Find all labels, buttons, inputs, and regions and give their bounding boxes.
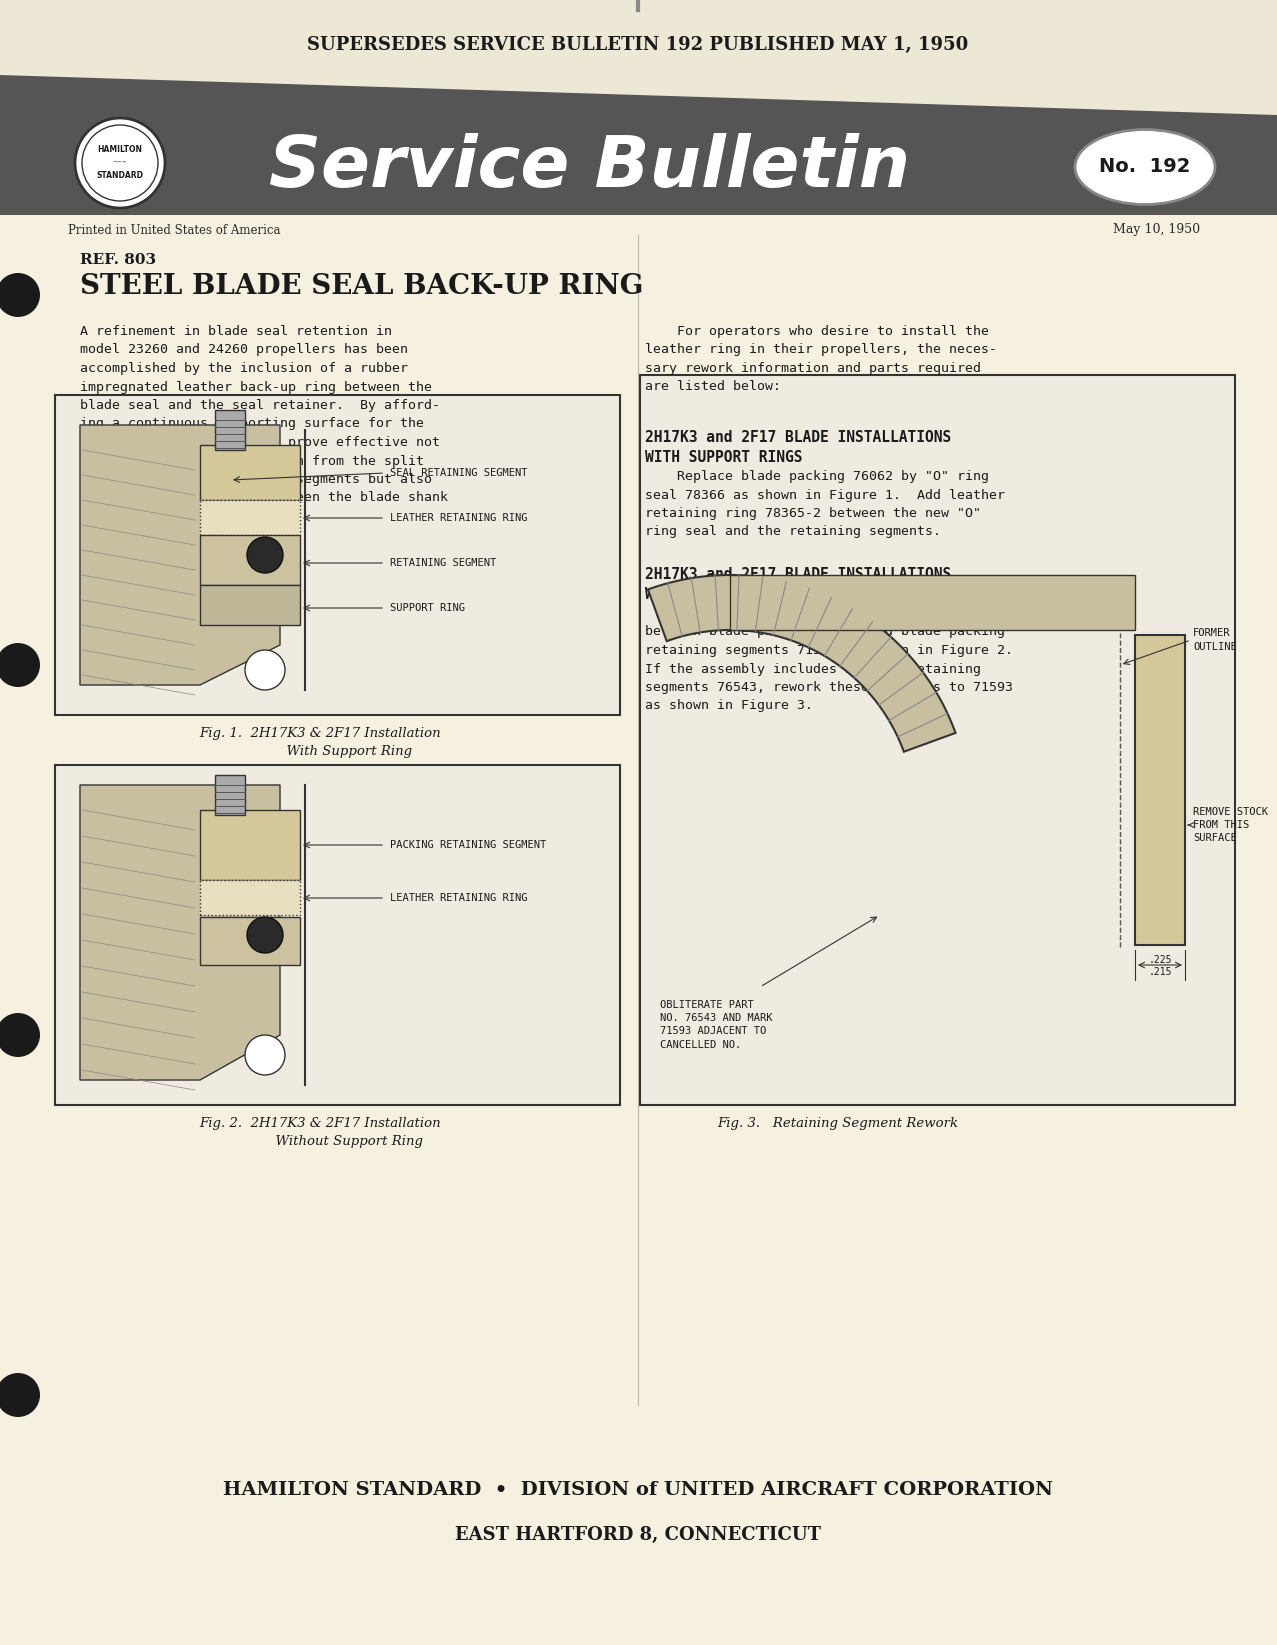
Polygon shape [80,785,280,1081]
Text: A refinement in blade seal retention in
model 23260 and 24260 propellers has bee: A refinement in blade seal retention in … [80,326,448,523]
Text: SUPPORT RING: SUPPORT RING [389,604,465,614]
Bar [55,765,621,1105]
Text: For operators who desire to install the
leather ring in their propellers, the ne: For operators who desire to install the … [645,326,997,393]
Text: PACKING RETAINING SEGMENT: PACKING RETAINING SEGMENT [389,841,547,850]
Text: OBLITERATE PART
NO. 76543 AND MARK
71593 ADJACENT TO
CANCELLED NO.: OBLITERATE PART NO. 76543 AND MARK 71593… [660,1000,773,1050]
Bar [200,500,300,535]
Circle shape [82,125,158,201]
Bar [1135,635,1185,944]
Text: Add the leather retaining ring 78365-1
between blade packing 75370 and blade pac: Add the leather retaining ring 78365-1 b… [645,607,1013,712]
Text: Fig. 3.   Retaining Segment Rework: Fig. 3. Retaining Segment Rework [718,1117,959,1130]
Circle shape [0,273,40,317]
Text: 2H17K3 and 2F17 BLADE INSTALLATIONS
WITHOUT SUPPORT RINGS: 2H17K3 and 2F17 BLADE INSTALLATIONS WITH… [645,568,951,602]
Circle shape [245,650,285,689]
Text: .225
.215: .225 .215 [1148,956,1172,977]
Text: Printed in United States of America: Printed in United States of America [68,224,281,237]
Polygon shape [80,424,280,684]
Text: No.  192: No. 192 [1099,158,1190,176]
Polygon shape [647,576,955,752]
Text: LEATHER RETAINING RING: LEATHER RETAINING RING [389,893,527,903]
Polygon shape [0,76,1277,215]
Circle shape [246,916,283,952]
Text: May 10, 1950: May 10, 1950 [1112,224,1200,237]
Bar [640,375,1235,1105]
Text: Replace blade packing 76062 by "O" ring
seal 78366 as shown in Figure 1.  Add le: Replace blade packing 76062 by "O" ring … [645,470,1005,538]
Text: 2H17K3 and 2F17 BLADE INSTALLATIONS
WITH SUPPORT RINGS: 2H17K3 and 2F17 BLADE INSTALLATIONS WITH… [645,429,951,466]
Bar [215,775,245,814]
Text: Service Bulletin: Service Bulletin [269,133,911,201]
Text: STANDARD: STANDARD [97,171,143,181]
Bar [200,535,300,586]
Circle shape [0,1374,40,1416]
Text: LEATHER RETAINING RING: LEATHER RETAINING RING [389,513,527,523]
Ellipse shape [1075,130,1214,204]
Bar [200,880,300,915]
Text: SUPERSEDES SERVICE BULLETIN 192 PUBLISHED MAY 1, 1950: SUPERSEDES SERVICE BULLETIN 192 PUBLISHE… [308,36,969,54]
Text: ---: --- [112,156,128,169]
Text: HAMILTON STANDARD  •  DIVISION of UNITED AIRCRAFT CORPORATION: HAMILTON STANDARD • DIVISION of UNITED A… [223,1480,1054,1499]
Text: RETAINING SEGMENT: RETAINING SEGMENT [389,558,497,568]
Circle shape [245,1035,285,1074]
Text: Fig. 2.  2H17K3 & 2F17 Installation
              Without Support Ring: Fig. 2. 2H17K3 & 2F17 Installation Witho… [199,1117,441,1148]
Text: SEAL RETAINING SEGMENT: SEAL RETAINING SEGMENT [389,467,527,479]
Bar [55,395,621,716]
Text: REF. 803: REF. 803 [80,253,156,266]
Circle shape [246,536,283,572]
Text: FORMER
OUTLINE: FORMER OUTLINE [1193,628,1236,651]
Bar [215,410,245,451]
Circle shape [0,643,40,688]
Bar [200,916,300,966]
Text: HAMILTON: HAMILTON [97,145,143,155]
Text: EAST HARTFORD 8, CONNECTICUT: EAST HARTFORD 8, CONNECTICUT [455,1527,821,1545]
Text: REMOVE STOCK
FROM THIS
SURFACE: REMOVE STOCK FROM THIS SURFACE [1193,806,1268,844]
Circle shape [0,1013,40,1058]
Polygon shape [730,576,1135,630]
Polygon shape [0,0,1277,115]
Text: STEEL BLADE SEAL BACK-UP RING: STEEL BLADE SEAL BACK-UP RING [80,273,644,301]
Bar [200,446,300,500]
Bar [200,809,300,880]
Bar [200,586,300,625]
Text: Fig. 1.  2H17K3 & 2F17 Installation
              With Support Ring: Fig. 1. 2H17K3 & 2F17 Installation With … [199,727,441,758]
Circle shape [75,118,165,207]
